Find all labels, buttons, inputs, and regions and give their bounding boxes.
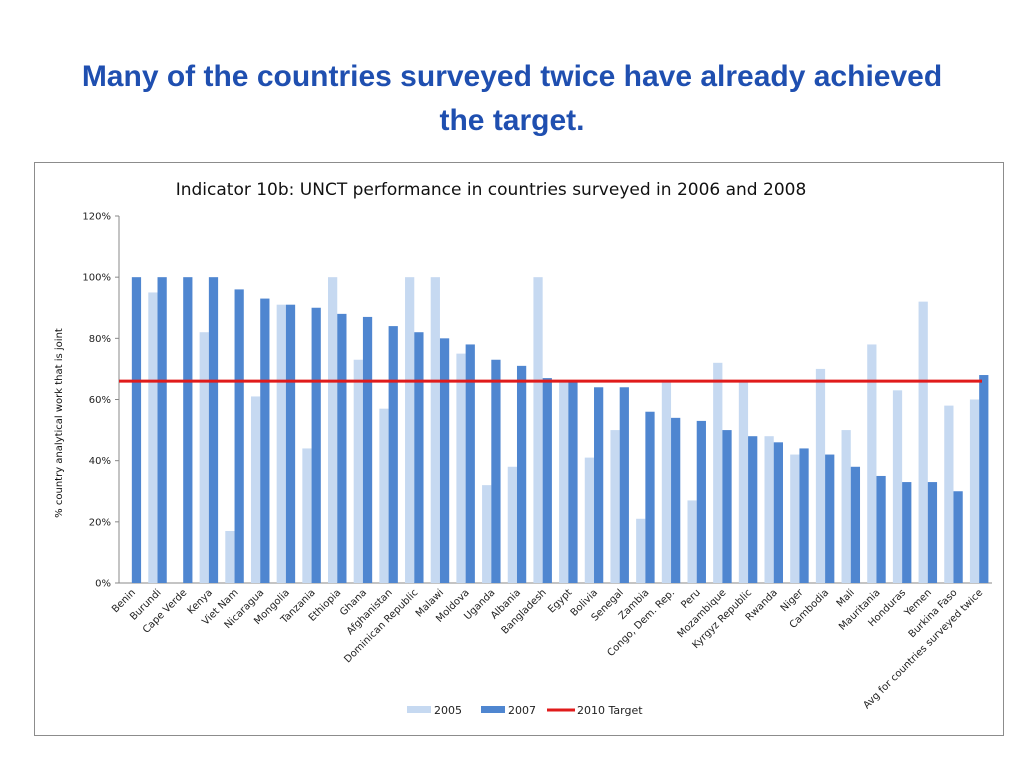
- bar-2005-dominican-republic: [405, 277, 415, 583]
- bar-2007-dominican-republic: [414, 332, 424, 583]
- bar-2005-honduras: [892, 390, 903, 583]
- bar-2005-nicaragua: [250, 396, 261, 583]
- y-tick-label: 0%: [95, 579, 111, 590]
- bar-2007-moldova: [465, 344, 475, 583]
- bar-2007-honduras: [902, 482, 912, 583]
- bar-2007-zambia: [645, 411, 655, 583]
- bar-2007-bolivia: [594, 387, 604, 583]
- bar-2005-bolivia: [584, 457, 595, 583]
- bar-2005-mauritania: [867, 344, 877, 583]
- chart-title: Indicator 10b: UNCT performance in count…: [176, 180, 807, 200]
- bar-2005-mali: [841, 430, 851, 583]
- bar-2007-cape-verde: [183, 277, 193, 583]
- bar-2005-mozambique: [713, 362, 723, 583]
- bar-2007-mauritania: [876, 475, 886, 583]
- bar-2007-rwanda: [773, 442, 783, 583]
- legend-label: 2005: [434, 704, 462, 717]
- bar-2005-yemen: [918, 301, 928, 583]
- bar-chart: Indicator 10b: UNCT performance in count…: [54, 180, 992, 717]
- y-tick-label: 100%: [82, 273, 111, 284]
- bar-2005-afghanistan: [379, 408, 389, 583]
- bar-2007-peru: [696, 420, 706, 583]
- bar-2005-cambodia: [815, 368, 826, 583]
- bar-2005-peru: [687, 500, 697, 583]
- bar-2005-ethiopia: [328, 277, 338, 583]
- bar-2005-avg-for-countries-surveyed-twice: [969, 399, 980, 583]
- bar-2005-congo-dem-rep-: [661, 381, 672, 583]
- bar-2005-rwanda: [764, 436, 774, 583]
- bar-2005-bangladesh: [533, 277, 543, 583]
- bar-2007-cambodia: [825, 454, 835, 583]
- chart-frame: Indicator 10b: UNCT performance in count…: [34, 162, 1004, 736]
- bar-2007-senegal: [619, 387, 629, 583]
- bar-2005-mongolia: [276, 304, 286, 583]
- bar-2007-mali: [850, 466, 861, 583]
- bar-2005-kyrgyz-republic: [738, 381, 749, 583]
- bar-2007-mozambique: [722, 430, 732, 583]
- legend-swatch-2005: [407, 706, 431, 713]
- bar-2007-benin: [131, 277, 142, 583]
- bar-2007-egypt: [568, 381, 578, 583]
- bar-2007-albania: [516, 365, 527, 583]
- bar-2005-egypt: [559, 381, 569, 583]
- bars: [131, 277, 989, 583]
- bar-2007-yemen: [927, 482, 938, 583]
- bar-2007-congo-dem-rep-: [671, 417, 681, 583]
- y-axis-label-group: % country analytical work that is joint: [54, 328, 65, 518]
- y-tick-label: 40%: [89, 456, 111, 467]
- x-tick-label: Peru: [679, 587, 703, 611]
- y-axis-label: % country analytical work that is joint: [54, 328, 65, 518]
- y-tick-label: 60%: [89, 395, 111, 406]
- bar-2005-moldova: [456, 353, 466, 583]
- bar-2007-kenya: [208, 277, 219, 583]
- legend-label: 2010 Target: [577, 704, 643, 717]
- bar-2005-malawi: [430, 277, 440, 583]
- bar-2005-burundi: [148, 292, 158, 583]
- bar-2007-burundi: [157, 277, 167, 583]
- legend-swatch-2007: [481, 706, 505, 713]
- bar-2007-viet-nam: [234, 289, 244, 583]
- y-tick-label: 80%: [89, 334, 111, 345]
- bar-2007-ethiopia: [337, 313, 347, 583]
- bar-2005-ghana: [353, 359, 363, 583]
- bar-2007-afghanistan: [388, 326, 398, 583]
- bar-2007-niger: [799, 448, 809, 583]
- y-tick-label: 20%: [89, 517, 111, 528]
- bar-2005-niger: [790, 454, 800, 583]
- bar-2007-nicaragua: [260, 298, 270, 583]
- bar-2007-uganda: [491, 359, 501, 583]
- bar-2005-burkina-faso: [944, 405, 954, 583]
- bar-2007-tanzania: [311, 307, 321, 583]
- x-tick-label: Mali: [835, 587, 857, 609]
- bar-2007-bangladesh: [542, 378, 552, 583]
- x-tick-label: Avg for countries surveyed twice: [861, 587, 985, 711]
- bar-2007-avg-for-countries-surveyed-twice: [979, 375, 989, 583]
- bar-2005-senegal: [610, 430, 620, 583]
- bar-2005-zambia: [636, 518, 646, 583]
- bar-2007-ghana: [362, 316, 373, 583]
- bar-2007-burkina-faso: [953, 491, 963, 583]
- bar-2005-albania: [507, 466, 517, 583]
- y-tick-label: 120%: [82, 212, 111, 223]
- bar-2005-uganda: [482, 485, 492, 583]
- bar-2005-viet-nam: [225, 531, 235, 583]
- slide-title: Many of the countries surveyed twice hav…: [81, 60, 943, 137]
- legend-label: 2007: [508, 704, 536, 717]
- bar-2007-mongolia: [285, 304, 296, 583]
- bar-2007-malawi: [439, 338, 450, 583]
- bar-2007-kyrgyz-republic: [748, 436, 758, 583]
- legend: 2005 2007 2010 Target: [407, 704, 643, 717]
- bar-2005-kenya: [199, 332, 209, 583]
- bar-2005-tanzania: [302, 448, 312, 583]
